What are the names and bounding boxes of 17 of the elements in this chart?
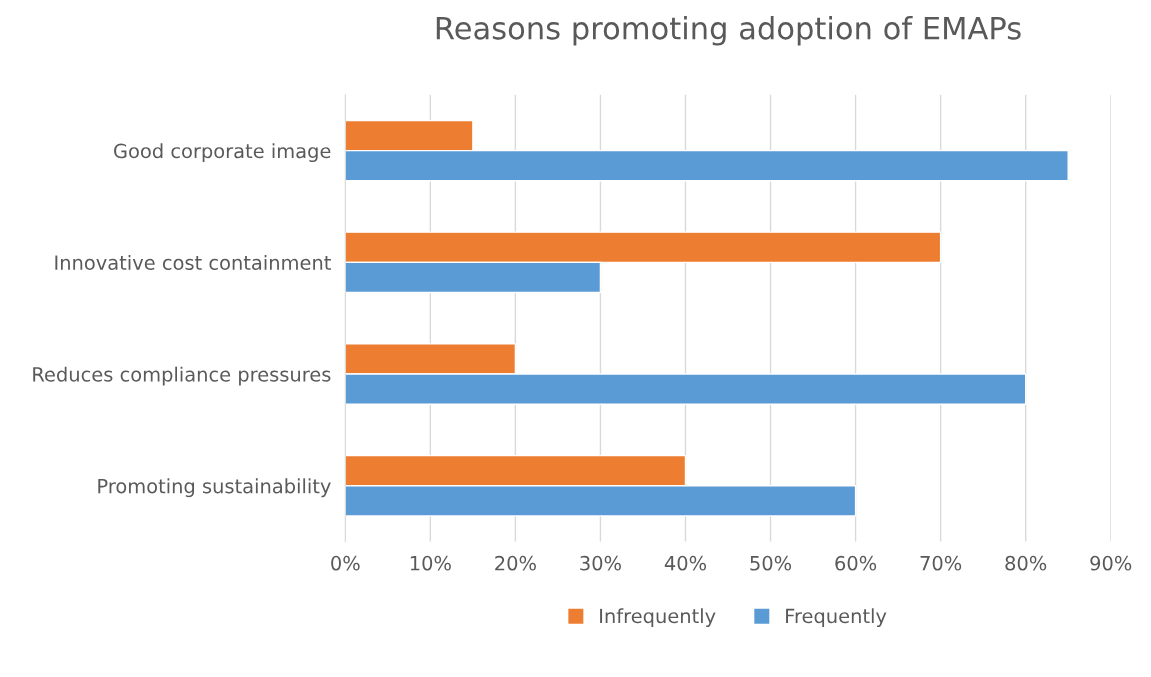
x-tick-label: 40% [664,555,707,571]
x-tick-label: 10% [410,555,451,571]
x-tick-label: 90% [1090,555,1132,571]
x-tick-label: 50% [750,555,792,571]
y-tick-label: Promoting sustainability [98,478,331,498]
legend-label: Infrequently [600,608,716,628]
chart-title: Reasons promoting adoption of EMAPs [436,16,1021,46]
legend-label: Frequently [786,608,887,628]
x-tick-label: 30% [580,555,621,571]
y-tick-label: Innovative cost containment [55,254,331,270]
x-tick-label: 80% [1005,555,1047,571]
x-tick-label: 60% [835,555,877,571]
x-tick-label: 70% [920,555,962,571]
x-tick-label: 0% [331,555,360,571]
y-tick-label: Good corporate image [114,143,331,163]
y-tick-label: Reduces compliance pressures [33,366,331,386]
x-tick-label: 20% [495,555,536,571]
